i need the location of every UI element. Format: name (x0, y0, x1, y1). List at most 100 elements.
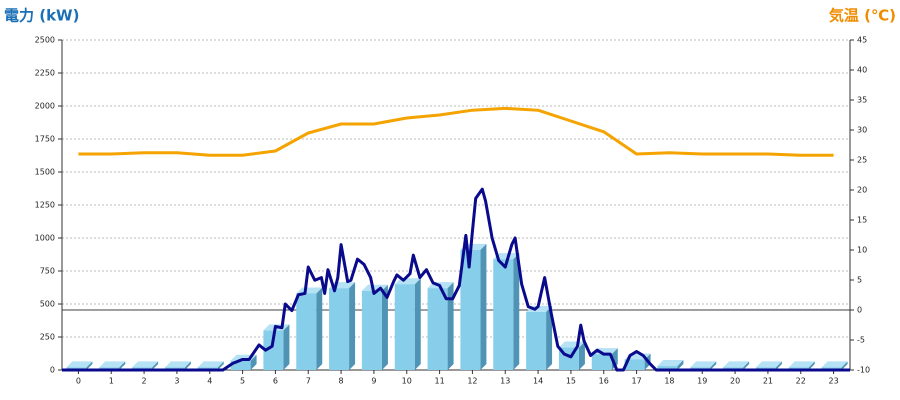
x-tick-label: 2 (142, 377, 147, 386)
bar-side (119, 361, 126, 370)
bar-top (66, 361, 93, 368)
bar-side (480, 243, 487, 370)
y-axis-title: 電力 (kW) (4, 7, 79, 25)
bar (427, 288, 448, 370)
y-tick-label: 0 (50, 366, 55, 375)
y2-tick-label: 45 (857, 36, 867, 45)
x-tick-label: 6 (273, 377, 278, 386)
bar-side (86, 361, 93, 370)
y2-tick-label: 40 (857, 66, 867, 75)
y-tick-label: 2500 (35, 36, 55, 45)
bar-side (217, 361, 224, 370)
y-tick-label: 1250 (35, 201, 55, 210)
bar-top (99, 361, 126, 368)
x-tick-label: 19 (697, 377, 707, 386)
x-tick-label: 12 (467, 377, 477, 386)
bar-side (447, 282, 454, 370)
x-tick-label: 5 (240, 377, 245, 386)
x-tick-label: 1 (109, 377, 114, 386)
y2-axis-title: 気温 (℃) (829, 7, 896, 25)
bar-top (755, 361, 782, 368)
y-tick-label: 750 (40, 267, 55, 276)
bar-side (184, 361, 191, 370)
y-tick-label: 500 (40, 300, 55, 309)
y2-tick-label: 15 (857, 216, 867, 225)
bar-side (316, 287, 323, 370)
x-tick-label: 23 (828, 377, 838, 386)
bar (394, 284, 415, 370)
bar-side (349, 282, 356, 370)
x-tick-label: 3 (174, 377, 179, 386)
bar-side (578, 341, 585, 370)
y2-tick-label: 20 (857, 186, 867, 195)
bar-side (710, 361, 717, 370)
y-tick-label: 2250 (35, 69, 55, 78)
bar-top (690, 361, 717, 368)
bar-side (513, 253, 520, 370)
y2-tick-label: -10 (857, 366, 870, 375)
x-tick-label: 17 (631, 377, 641, 386)
x-tick-label: 15 (566, 377, 576, 386)
x-tick-label: 14 (533, 377, 543, 386)
bar-side (152, 361, 159, 370)
y2-tick-label: 0 (857, 306, 862, 315)
bar (296, 293, 317, 370)
bar-top (788, 361, 815, 368)
bar-top (723, 361, 750, 368)
bar-side (283, 324, 290, 370)
x-tick-label: 11 (434, 377, 444, 386)
bar-top (821, 361, 848, 368)
y-tick-label: 1000 (35, 234, 55, 243)
y2-tick-label: 10 (857, 246, 867, 255)
bar (493, 259, 514, 370)
x-tick-label: 8 (339, 377, 344, 386)
y2-tick-label: 30 (857, 126, 867, 135)
bar-top (493, 253, 520, 260)
x-tick-label: 13 (500, 377, 510, 386)
line (62, 187, 850, 372)
x-tick-label: 20 (730, 377, 740, 386)
bar-side (743, 361, 750, 370)
y-tick-label: 250 (40, 333, 55, 342)
y-tick-label: 2000 (35, 102, 55, 111)
bar-top (296, 287, 323, 294)
bar-side (250, 354, 257, 370)
x-tick-label: 10 (402, 377, 412, 386)
y-tick-label: 1750 (35, 135, 55, 144)
x-tick-label: 22 (796, 377, 806, 386)
bar (230, 360, 251, 370)
bar (329, 288, 350, 370)
bar-side (808, 361, 815, 370)
bar (460, 249, 481, 370)
line (78, 106, 834, 157)
x-tick-label: 21 (763, 377, 773, 386)
bar-side (414, 278, 421, 370)
bar-top (164, 361, 191, 368)
x-tick-label: 4 (207, 377, 212, 386)
bar (657, 366, 678, 370)
bar (591, 354, 612, 370)
x-tick-label: 9 (371, 377, 376, 386)
bar-top (132, 361, 159, 368)
bar (361, 290, 382, 370)
y-tick-label: 1500 (35, 168, 55, 177)
x-tick-label: 7 (306, 377, 311, 386)
bar (526, 311, 547, 370)
bar (624, 359, 645, 370)
bar-side (381, 284, 388, 370)
x-tick-label: 16 (599, 377, 609, 386)
y2-tick-label: 25 (857, 156, 867, 165)
bar-side (677, 360, 684, 370)
x-tick-label: 0 (76, 377, 81, 386)
bar-side (546, 305, 553, 370)
bar (263, 330, 284, 370)
y2-tick-label: 5 (857, 276, 862, 285)
bar-top (657, 360, 684, 367)
x-tick-label: 18 (664, 377, 674, 386)
y2-tick-label: -5 (857, 336, 865, 345)
y2-tick-label: 35 (857, 96, 867, 105)
bar-side (775, 361, 782, 370)
bar-side (841, 361, 848, 370)
bar-top (197, 361, 224, 368)
